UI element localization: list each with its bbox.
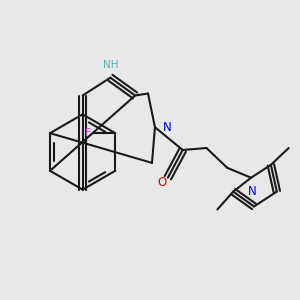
Text: N: N [248,185,257,198]
Text: F: F [85,128,91,138]
Text: NH: NH [103,60,118,70]
Text: O: O [157,176,167,189]
Text: N: N [162,121,171,134]
